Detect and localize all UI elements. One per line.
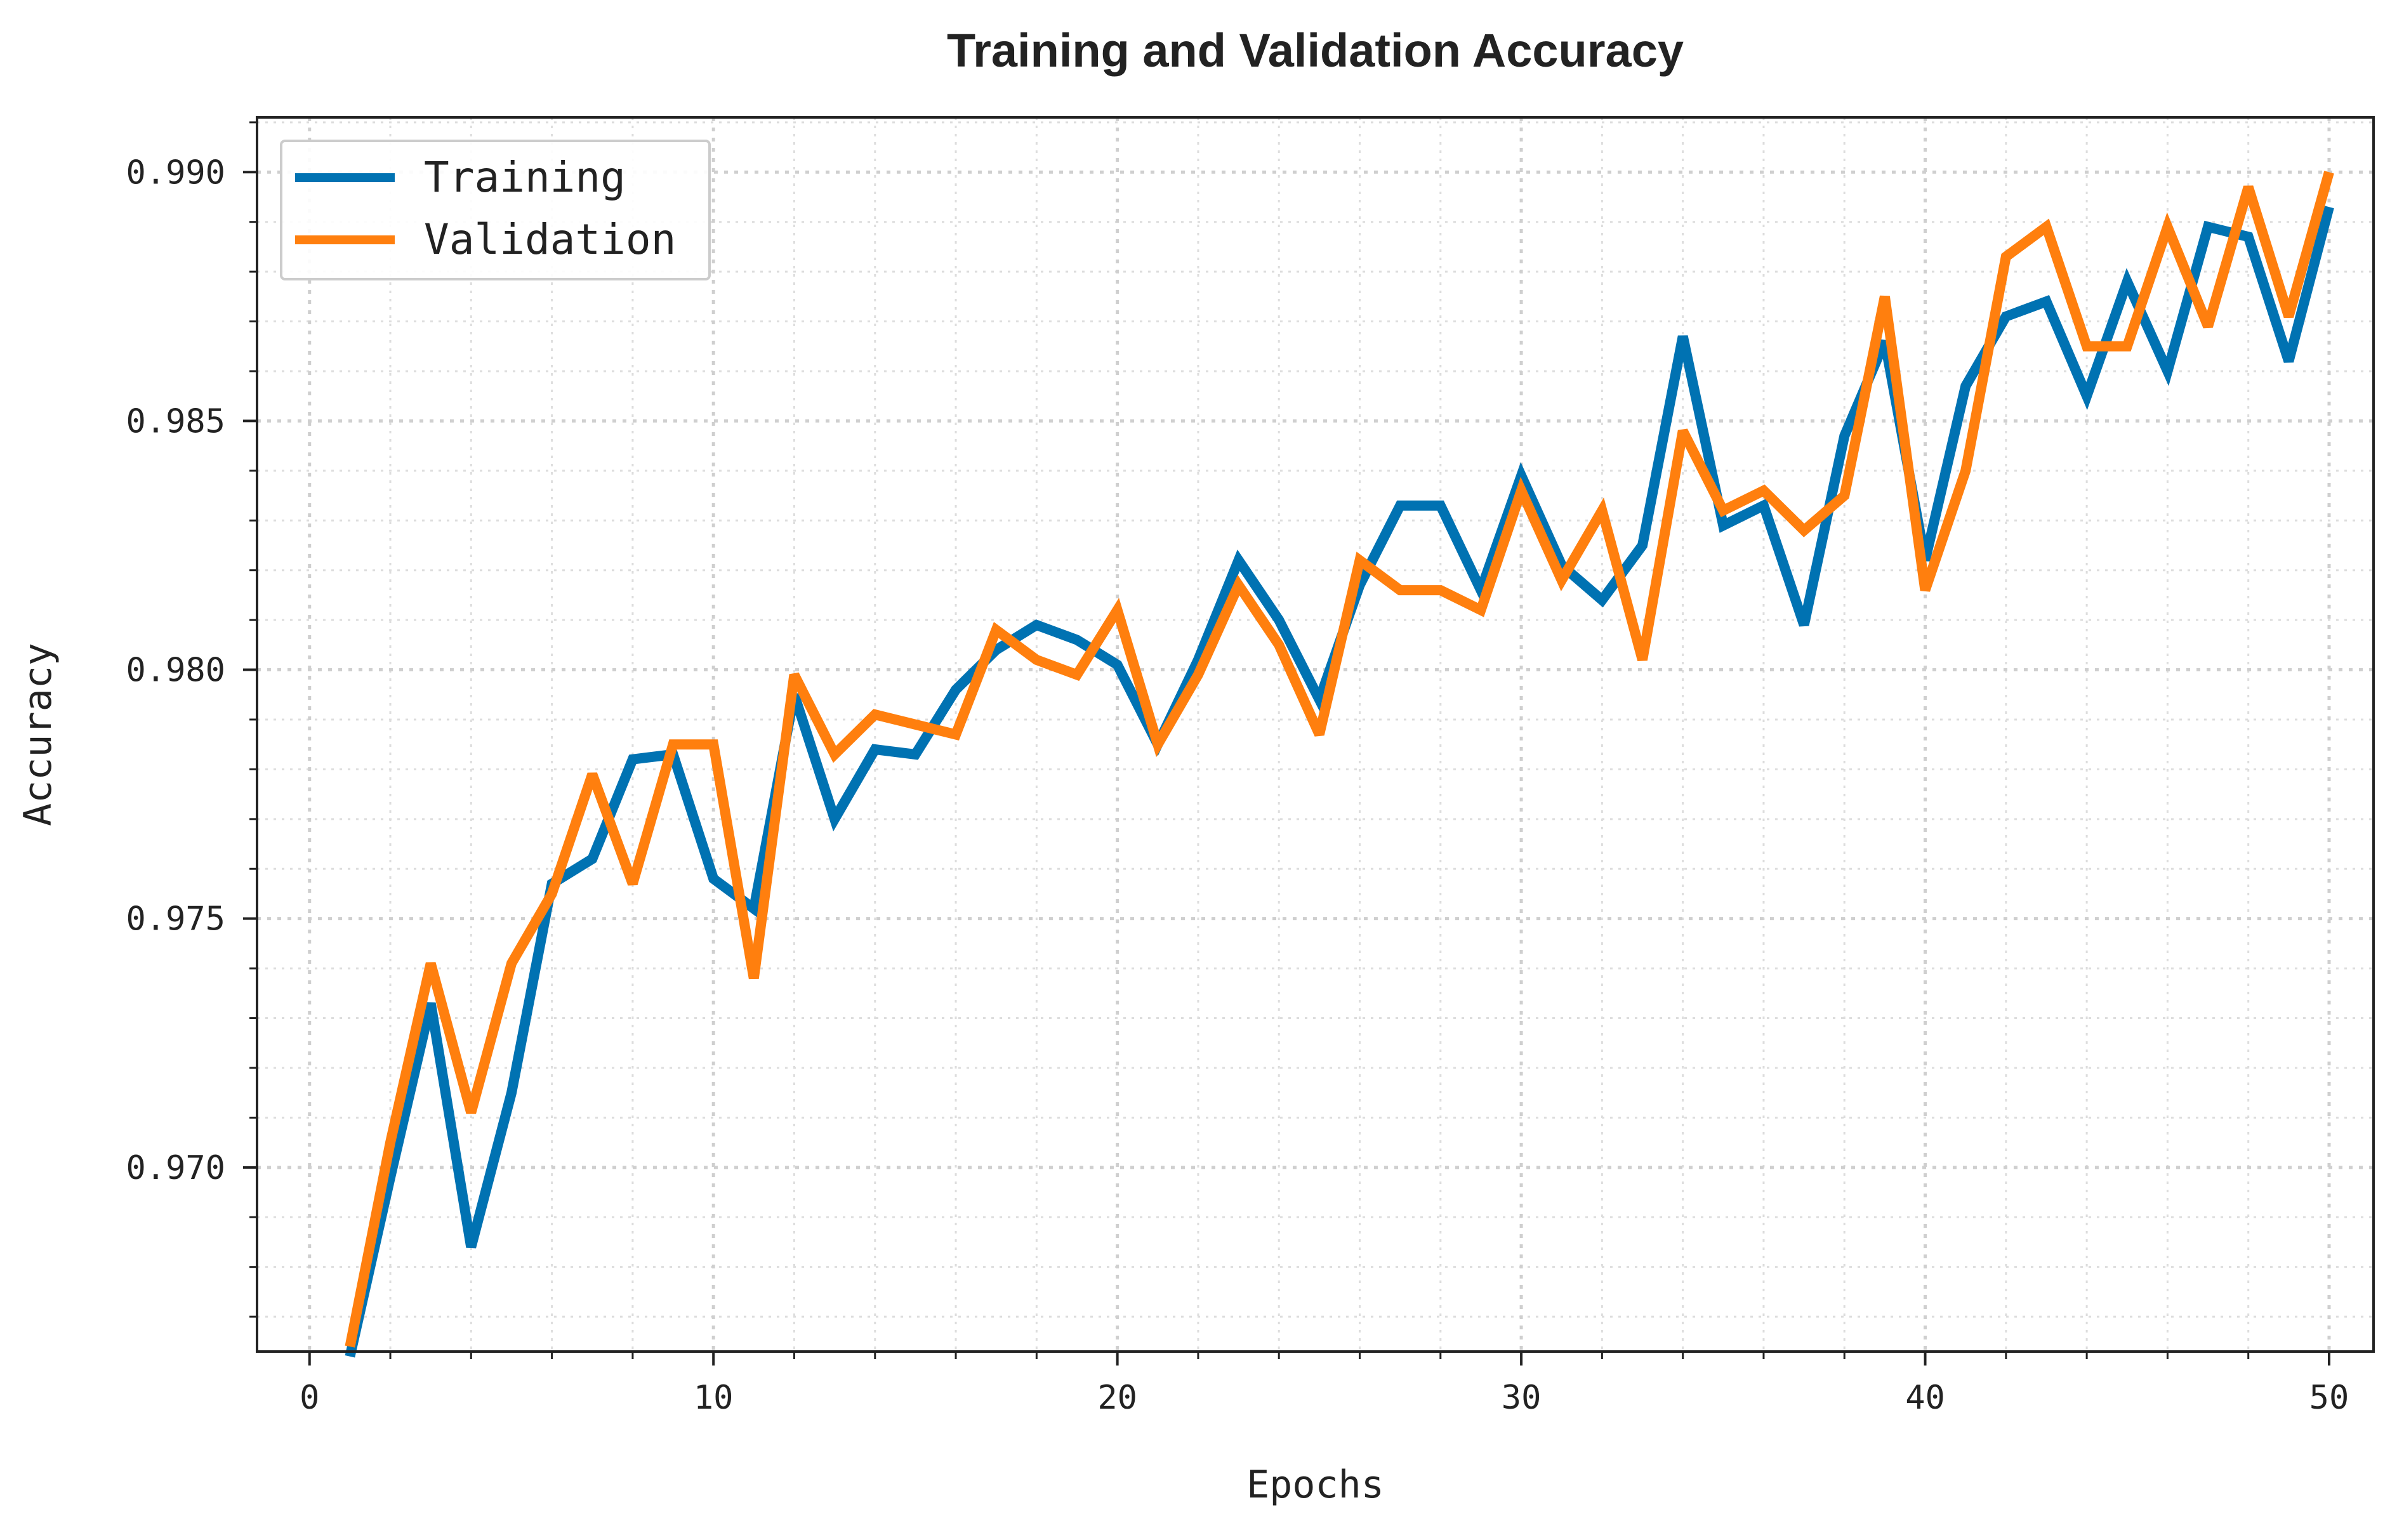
y-tick-label: 0.990 (126, 154, 225, 192)
x-tick-label: 0 (300, 1379, 319, 1417)
x-tick-label: 20 (1097, 1379, 1137, 1417)
plot-frame (256, 116, 2375, 1353)
series-lines (345, 171, 2334, 1358)
legend: Training Validation (280, 140, 711, 280)
y-tick-label: 0.985 (126, 402, 225, 440)
axis-ticks: 0 10 20 30 40 50 0.970 0.975 0.980 0.985 0.990 (126, 121, 2349, 1417)
series-line-validation (345, 171, 2334, 1348)
x-tick-label: 40 (1905, 1379, 1945, 1417)
x-tick-label: 30 (1502, 1379, 1542, 1417)
x-tick-label: 10 (694, 1379, 734, 1417)
y-tick-label: 0.980 (126, 652, 225, 690)
chart-title: Training and Validation Accuracy (947, 24, 1684, 77)
y-tick-label: 0.975 (126, 900, 225, 938)
grid (257, 117, 2374, 1352)
x-tick-label: 50 (2309, 1379, 2349, 1417)
legend-label-validation: Validation (424, 215, 676, 264)
legend-label-training: Training (424, 153, 626, 202)
y-axis-label: Accuracy (16, 643, 60, 826)
x-axis-label: Epochs (1246, 1463, 1384, 1507)
y-tick-label: 0.970 (126, 1149, 225, 1187)
